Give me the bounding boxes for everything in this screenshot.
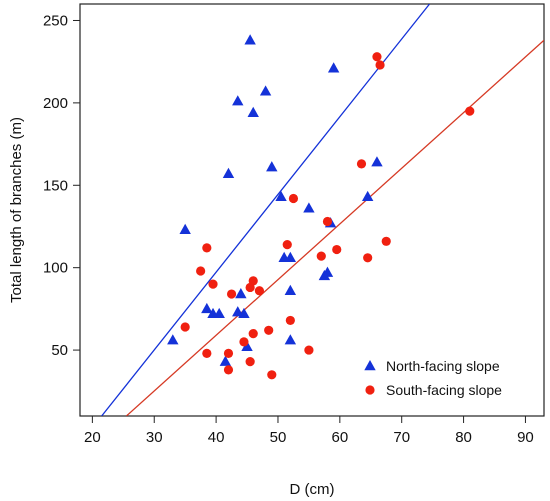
north-slope-point [213,307,225,319]
y-axis: 50 100 150 200 250 [43,12,80,359]
south-slope-point [239,337,249,347]
regression-line-north [101,4,431,416]
x-tick-label: 70 [393,429,410,446]
south-slope-point [180,322,190,332]
south-slope-point [316,251,326,261]
y-axis-title: Total length of branches (m) [8,117,25,303]
x-tick-label: 40 [208,429,225,446]
south-slope-point [356,159,367,169]
south-slope-point [226,289,237,299]
north-slope-point [222,167,235,178]
y-tick-label: 150 [43,177,68,194]
south-slope-point [202,243,212,253]
y-tick-label: 250 [43,12,68,29]
x-tick-label: 30 [146,429,163,446]
south-slope-point [465,106,475,116]
x-axis-title: D (cm) [290,481,335,498]
legend-south-marker [365,385,375,395]
x-tick-label: 50 [270,429,287,446]
north-slope-point [284,284,297,295]
north-slope-point [259,85,272,96]
north-slope-point [238,307,250,319]
north-slope-point [284,334,297,345]
north-slope-point [232,95,244,106]
south-slope-point [248,276,258,286]
south-slope-point [208,279,218,289]
north-slope-point [244,34,256,45]
x-tick-label: 80 [455,429,472,446]
south-slope-point [285,315,295,326]
south-slope-point [267,370,277,380]
y-tick-label: 100 [43,260,68,277]
south-slope-point [381,236,391,246]
plot-frame [79,3,545,417]
south-slope-point [332,244,342,255]
x-axis: 20 30 40 50 60 70 80 90 [84,416,534,446]
north-slope-point [247,106,259,117]
y-tick-label: 50 [51,342,68,359]
south-slope-point [223,348,234,358]
north-slope-point [303,202,315,213]
south-slope-point [254,286,265,296]
north-slope-point [167,334,179,345]
north-slope-point [266,161,278,172]
x-tick-label: 60 [331,429,348,446]
north-slope-point [321,266,334,277]
north-slope-point [284,251,297,262]
south-slope-point [202,348,212,358]
north-slope-point [275,190,287,202]
north-slope-point [361,190,374,202]
south-slope-point [372,52,382,62]
north-slope-point [371,156,383,167]
south-slope-point [282,240,292,250]
south-slope-point [288,193,299,204]
x-tick-label: 90 [517,429,534,446]
south-slope-point [248,329,258,339]
y-tick-label: 200 [43,95,68,112]
north-slope-point [179,223,191,234]
north-slope-point [219,355,232,366]
south-slope-point [375,60,385,70]
north-slope-point [241,340,253,351]
legend-label: North-facing slope [386,358,500,374]
north-slope-point [201,302,213,314]
legend-north-marker [364,360,376,371]
x-tick-label: 20 [84,429,101,446]
legend-label: South-facing slope [386,382,502,398]
legend: North-facing slope South-facing slope [364,358,502,398]
south-slope-point [304,345,314,355]
data-points [167,34,475,380]
south-slope-point [196,266,206,276]
north-slope-point [327,62,340,73]
regression-line-south [125,39,544,416]
south-slope-point [363,253,373,263]
south-slope-point [223,365,234,375]
south-slope-point [245,357,255,367]
regression-lines [101,4,544,416]
south-slope-point [322,216,333,227]
north-slope-point [235,288,247,299]
south-slope-point [264,325,274,335]
